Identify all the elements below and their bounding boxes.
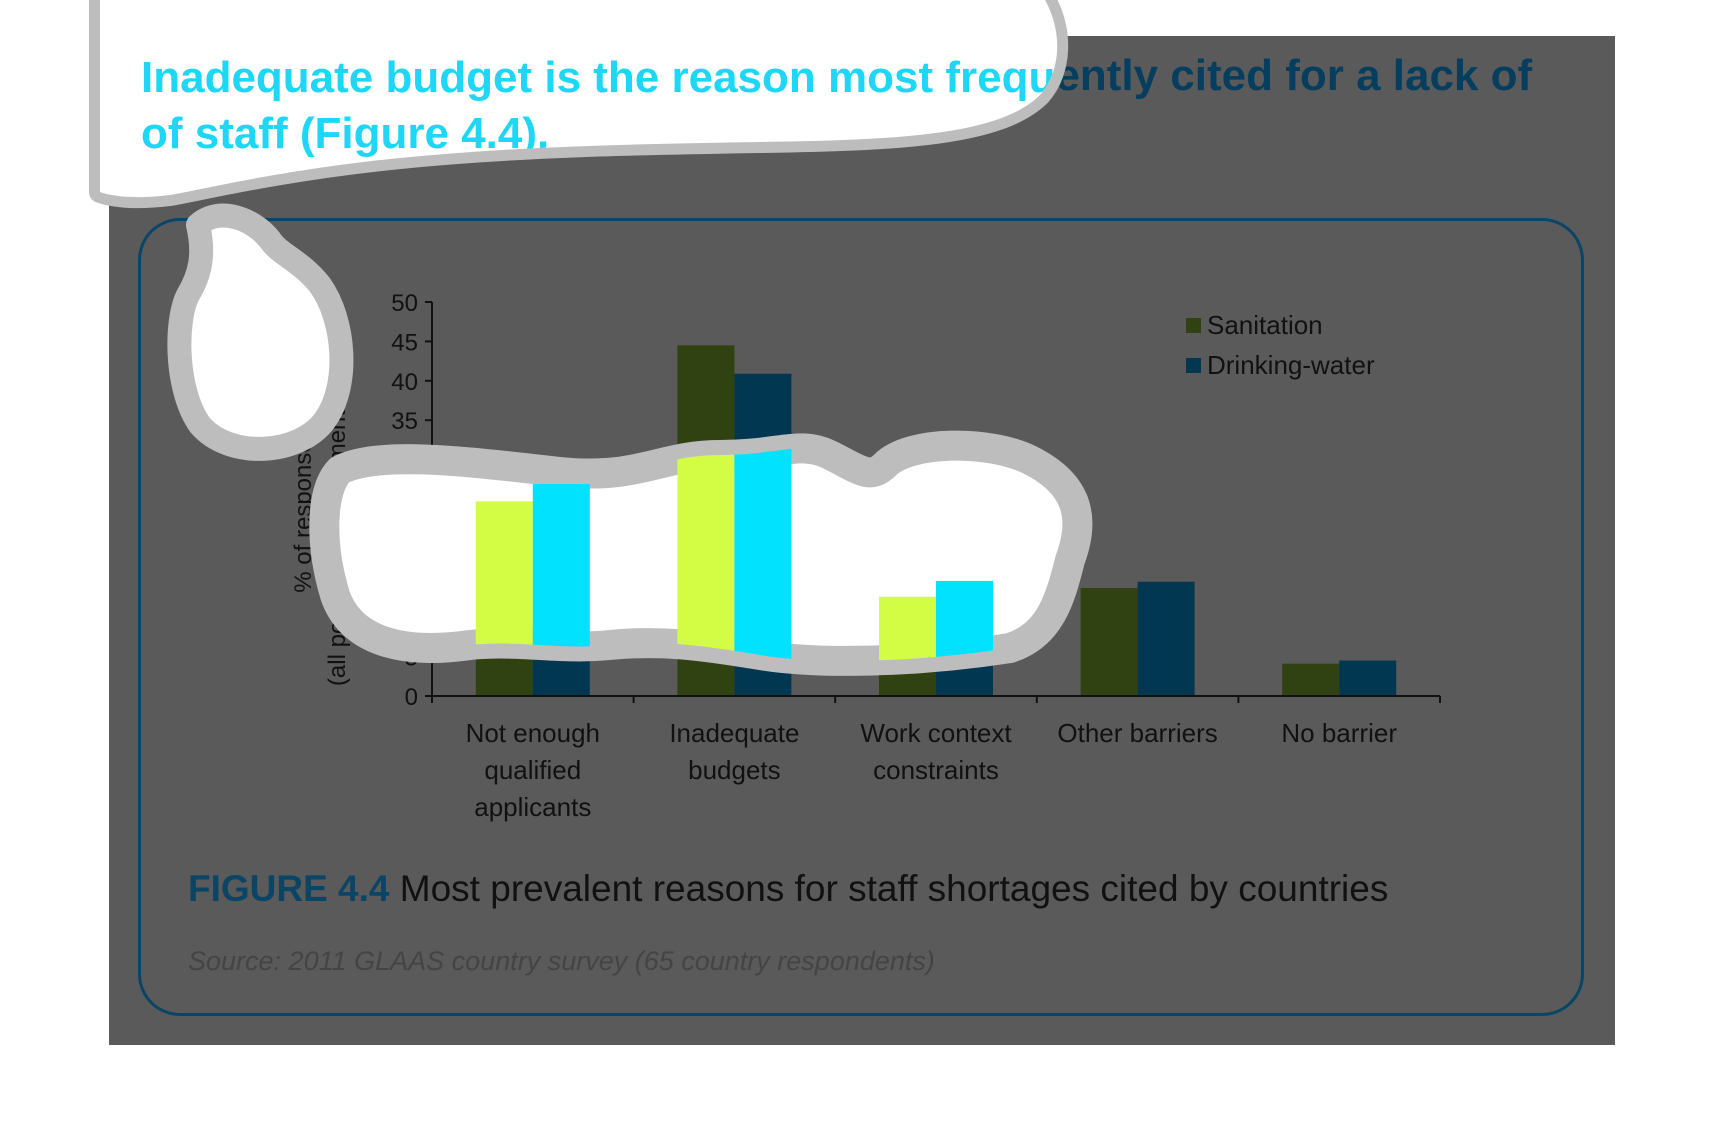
y-axis-label-line-1: % of responses <box>290 427 317 592</box>
figure-caption: FIGURE 4.4 Most prevalent reasons for st… <box>188 868 1388 910</box>
y-tick-label-25: 25 <box>391 487 418 514</box>
bar-drinking-water-3 <box>1137 581 1195 696</box>
figure-number: FIGURE 4.4 <box>188 868 390 909</box>
x-category-label-line: budgets <box>688 755 781 785</box>
x-category-label-line: Other barriers <box>1057 718 1217 748</box>
x-category-label-line: qualified <box>484 755 581 785</box>
bar-drinking-water-4 <box>1339 660 1397 696</box>
legend-label-1: Drinking-water <box>1207 350 1375 380</box>
y-axis-label-line-2: (all posts and government levels) <box>324 334 351 686</box>
legend-swatch-1 <box>1186 358 1201 373</box>
legend-label-0: Sanitation <box>1207 310 1323 340</box>
figure-frame <box>138 218 1584 1016</box>
bar-series-group <box>475 345 1397 696</box>
x-category-label-line: No barrier <box>1281 718 1397 748</box>
y-tick-label-30: 30 <box>391 448 418 475</box>
figure-source: Source: 2011 GLAAS country survey (65 co… <box>188 946 935 976</box>
y-tick-label-15: 15 <box>391 566 418 593</box>
y-tick-label-45: 45 <box>391 329 418 356</box>
chart-legend: Sanitation Drinking-water <box>1186 310 1375 380</box>
headline: Inadequate budget is the reason most fre… <box>141 51 1533 156</box>
x-category-label-line: constraints <box>873 755 999 785</box>
y-tick-label-20: 20 <box>391 526 418 553</box>
x-category-label-0: Not enough qualified applicants <box>466 718 600 822</box>
x-category-label-line: Inadequate <box>669 718 799 748</box>
bar-drinking-water-1 <box>734 373 792 696</box>
y-tick-label-40: 40 <box>391 369 418 396</box>
x-category-label-line: Work context <box>860 718 1012 748</box>
figure-caption-text: Most prevalent reasons for staff shortag… <box>399 868 1389 909</box>
x-category-label-2: Work context constraints <box>860 718 1012 785</box>
legend-swatch-0 <box>1186 318 1201 333</box>
bar-drinking-water-2 <box>936 580 993 696</box>
bar-sanitation-4 <box>1282 663 1340 696</box>
bar-sanitation-1 <box>677 345 735 696</box>
bar-sanitation-0 <box>475 501 533 696</box>
y-tick-label-10: 10 <box>391 605 418 632</box>
y-tick-label-5: 5 <box>405 645 418 672</box>
bar-sanitation-2 <box>879 596 936 696</box>
bar-sanitation-3 <box>1080 588 1138 696</box>
x-category-label-line: applicants <box>474 792 591 822</box>
y-tick-label-50: 50 <box>391 290 418 317</box>
y-tick-label-35: 35 <box>391 408 418 435</box>
y-tick-label-0: 0 <box>405 684 418 711</box>
x-category-label-line: Not enough <box>466 718 600 748</box>
y-axis-label: % of responses (all posts and government… <box>290 334 351 686</box>
x-category-label-1: Inadequate budgets <box>669 718 799 785</box>
x-category-label-4: No barrier <box>1281 718 1397 748</box>
bar-drinking-water-0 <box>532 484 590 696</box>
x-category-label-3: Other barriers <box>1057 718 1217 748</box>
